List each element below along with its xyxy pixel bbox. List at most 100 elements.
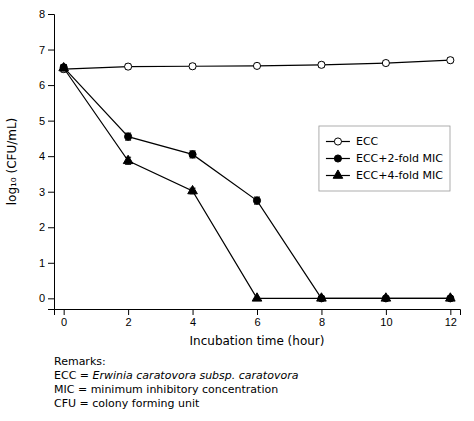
remark: Remarks: — [54, 355, 106, 368]
data-point — [382, 59, 389, 66]
y-axis-line — [48, 15, 55, 310]
y-tick-label: 7 — [39, 44, 45, 56]
x-tick-label: 4 — [190, 316, 196, 328]
x-tick-mark — [64, 309, 65, 315]
y-tick: 5 — [39, 115, 54, 127]
series-line — [64, 68, 451, 298]
y-tick-label: 0 — [39, 292, 45, 304]
data-point — [447, 57, 454, 64]
x-tick: 8 — [319, 309, 325, 328]
legend-item: ECC+4-fold MIC — [326, 169, 443, 182]
data-point — [123, 155, 133, 163]
y-tick-mark — [48, 298, 54, 299]
legend-label: ECC — [356, 135, 379, 148]
series-line — [64, 67, 451, 298]
x-tick-label: 6 — [254, 316, 260, 328]
x-tick: 12 — [445, 309, 457, 328]
data-point — [59, 62, 69, 70]
y-tick-mark — [48, 85, 54, 86]
x-axis-title: Incubation time (hour) — [190, 334, 325, 348]
remark-part: Erwinia caratovora subsp. caratovora — [93, 369, 299, 382]
data-point — [189, 63, 196, 70]
legend-marker — [334, 138, 341, 145]
y-axis-title: log₁₀ (CFU/mL) — [5, 118, 19, 206]
data-point — [189, 151, 196, 158]
data-point — [446, 293, 456, 301]
x-tick-label: 0 — [61, 316, 67, 328]
y-tick-label: 1 — [39, 257, 45, 269]
x-tick-mark — [321, 309, 322, 315]
series — [60, 57, 454, 73]
error-bar — [190, 151, 196, 158]
x-tick-label: 12 — [445, 316, 457, 328]
legend-item: ECC+2-fold MIC — [326, 152, 443, 165]
x-tick-mark — [128, 309, 129, 315]
error-bar — [254, 197, 260, 204]
y-tick: 1 — [39, 257, 54, 269]
data-layer — [59, 57, 455, 302]
x-tick-mark — [257, 309, 258, 315]
series — [59, 62, 455, 301]
y-tick-label: 4 — [39, 150, 45, 162]
legend-marker — [334, 155, 341, 162]
data-point — [253, 197, 260, 204]
x-tick: 2 — [126, 309, 132, 328]
x-axis-line — [55, 310, 461, 316]
legend: ECC ECC+2-fold MIC ECC+4-fold MIC — [319, 126, 450, 191]
x-tick-mark — [193, 309, 194, 315]
x-tick-mark — [450, 309, 451, 315]
legend-frame — [319, 126, 450, 191]
series-line — [64, 60, 451, 69]
y-tick: 2 — [39, 221, 54, 233]
plot-area: 024681012012345678Incubation time (hour)… — [5, 8, 461, 348]
data-point — [252, 293, 262, 301]
y-tick-label: 2 — [39, 221, 45, 233]
remark: ECC = Erwinia caratovora subsp. caratovo… — [54, 369, 299, 382]
remarks: Remarks:ECC = Erwinia caratovora subsp. … — [54, 355, 299, 410]
legend-marker — [333, 170, 343, 178]
y-tick-mark — [48, 50, 54, 51]
error-bar — [125, 133, 131, 140]
x-tick: 6 — [254, 309, 260, 328]
data-point — [125, 63, 132, 70]
y-axis: 0 1 2 3 4 5 6 7 8 — [39, 8, 55, 309]
x-tick: 4 — [190, 309, 196, 328]
remark: CFU = colony forming unit — [54, 397, 200, 410]
y-tick-mark — [48, 192, 54, 193]
x-tick: 10 — [380, 309, 392, 328]
remark: MIC = minimum inhibitory concentration — [54, 383, 278, 396]
y-tick-mark — [48, 121, 54, 122]
y-tick: 8 — [39, 8, 54, 20]
data-point — [125, 133, 132, 140]
y-tick: 6 — [39, 79, 54, 91]
y-tick-label: 6 — [39, 79, 45, 91]
data-point — [317, 293, 327, 301]
y-tick-label: 5 — [39, 115, 45, 127]
data-point — [381, 293, 391, 301]
y-tick: 0 — [39, 292, 54, 304]
y-tick: 3 — [39, 186, 54, 198]
chart: 024681012012345678Incubation time (hour)… — [0, 0, 474, 421]
x-tick-label: 10 — [380, 316, 392, 328]
series — [60, 64, 454, 302]
data-point — [253, 62, 260, 69]
y-tick: 4 — [39, 150, 54, 162]
y-tick-mark — [48, 263, 54, 264]
remark-part: ECC = — [54, 369, 93, 382]
y-tick-mark — [48, 227, 54, 228]
data-point — [188, 185, 198, 193]
x-tick-mark — [386, 309, 387, 315]
x-axis: 0 2 4 6 8 10 12 — [55, 309, 461, 328]
y-tick-mark — [48, 14, 54, 15]
y-tick-label: 3 — [39, 186, 45, 198]
legend-label: ECC+2-fold MIC — [356, 152, 443, 165]
legend-label: ECC+4-fold MIC — [356, 169, 443, 182]
data-point — [318, 61, 325, 68]
y-tick-mark — [48, 156, 54, 157]
legend-item: ECC — [326, 135, 379, 148]
x-tick: 0 — [61, 309, 67, 328]
x-tick-label: 8 — [319, 316, 325, 328]
x-tick-label: 2 — [126, 316, 132, 328]
y-tick-label: 8 — [39, 8, 45, 20]
y-tick: 7 — [39, 44, 54, 56]
